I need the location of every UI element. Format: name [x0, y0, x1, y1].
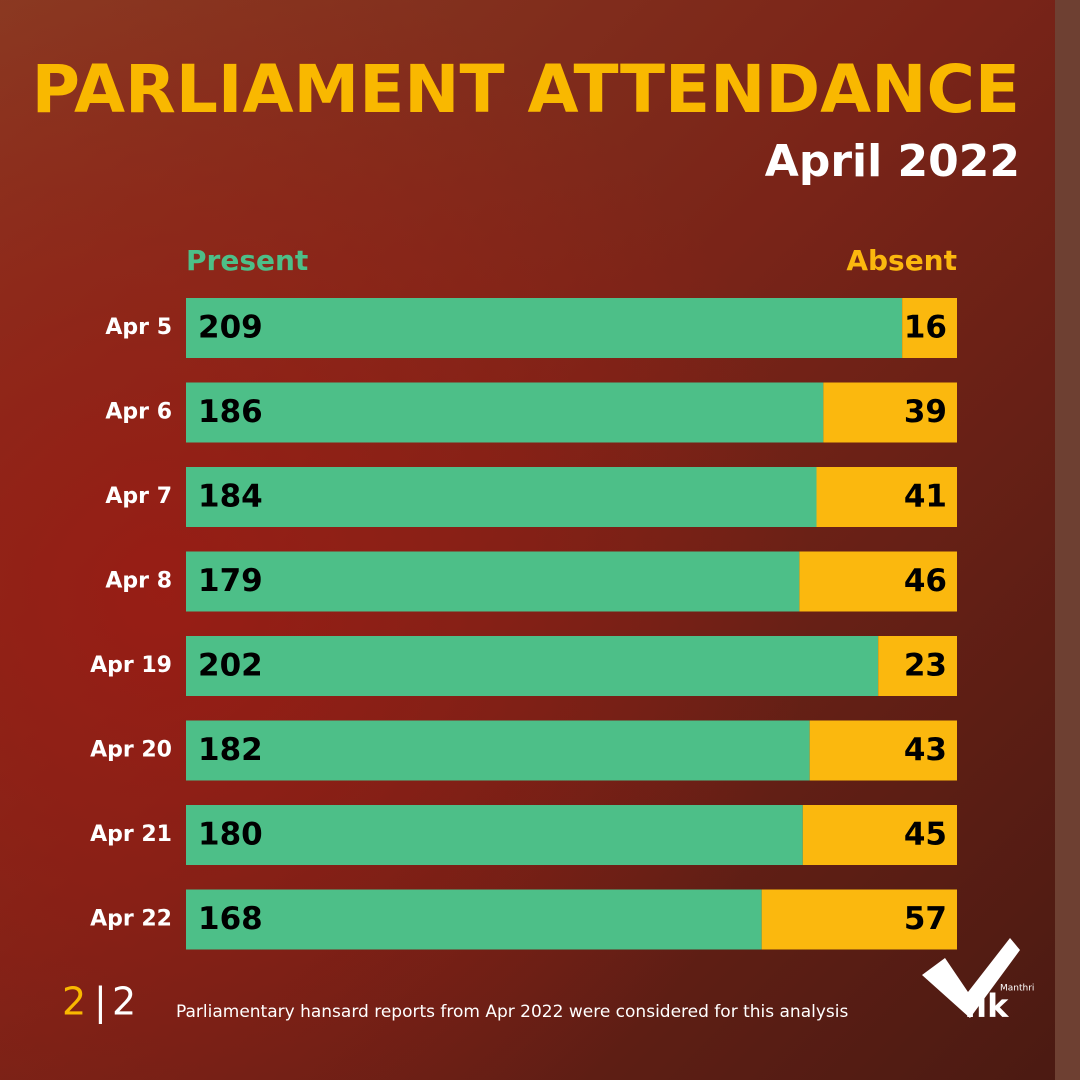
source-note: Parliamentary hansard reports from Apr 2…: [176, 1002, 848, 1022]
bar-segment: [186, 805, 803, 865]
bar-segment: [186, 298, 903, 358]
data-label: 45: [904, 817, 947, 853]
logo-check: [922, 938, 1020, 1018]
data-label: 186: [198, 394, 263, 430]
data-label: 16: [904, 310, 947, 346]
legend-label: Absent: [846, 244, 957, 277]
bar-segment: [186, 889, 762, 950]
logo-large: .lk: [964, 987, 1009, 1025]
category-label: Apr 5: [105, 315, 172, 340]
bar-segment: [761, 889, 957, 950]
category-label: Apr 6: [105, 400, 172, 425]
bar-segment: [186, 636, 879, 696]
category-label: Apr 22: [90, 907, 172, 932]
data-label: 179: [198, 563, 263, 599]
bar-segment: [799, 551, 957, 612]
logo-small: Manthri: [1000, 984, 1034, 994]
bar-segment: [823, 382, 957, 443]
footer: 2 | 2 Parliamentary hansard reports from…: [62, 938, 1034, 1025]
data-label: 57: [904, 901, 947, 937]
chart-subtitle: April 2022: [765, 136, 1020, 187]
category-label: Apr 21: [90, 822, 172, 847]
data-label: 23: [904, 648, 947, 684]
data-label: 202: [198, 648, 263, 684]
bar-segment: [816, 467, 957, 527]
page-number: 2: [62, 980, 86, 1024]
page-separator: |: [94, 980, 107, 1025]
category-label: Apr 7: [105, 484, 172, 509]
category-label: Apr 19: [90, 653, 172, 678]
data-label: 209: [198, 310, 263, 346]
bar-segment: [802, 805, 957, 865]
bar-segment: [809, 720, 957, 781]
data-label: 41: [904, 479, 947, 515]
chart-title: PARLIAMENT ATTENDANCE: [32, 51, 1020, 128]
bar-segment: [186, 382, 824, 443]
page-total: 2: [112, 980, 136, 1024]
legend-label: Present: [186, 244, 308, 277]
bar-segment: [186, 720, 810, 781]
data-label: 43: [904, 732, 947, 768]
data-label: 168: [198, 901, 263, 937]
data-label: 184: [198, 479, 263, 515]
data-label: 182: [198, 732, 263, 768]
category-label: Apr 8: [105, 569, 172, 594]
bar-segment: [902, 298, 957, 358]
category-label: Apr 20: [90, 738, 172, 763]
bar-segment: [186, 467, 817, 527]
bar-segment: [186, 551, 800, 612]
data-label: 46: [904, 563, 947, 599]
side-strip: [1055, 0, 1080, 1080]
data-label: 180: [198, 817, 263, 853]
bar-segment: [878, 636, 957, 696]
data-label: 39: [904, 394, 947, 430]
